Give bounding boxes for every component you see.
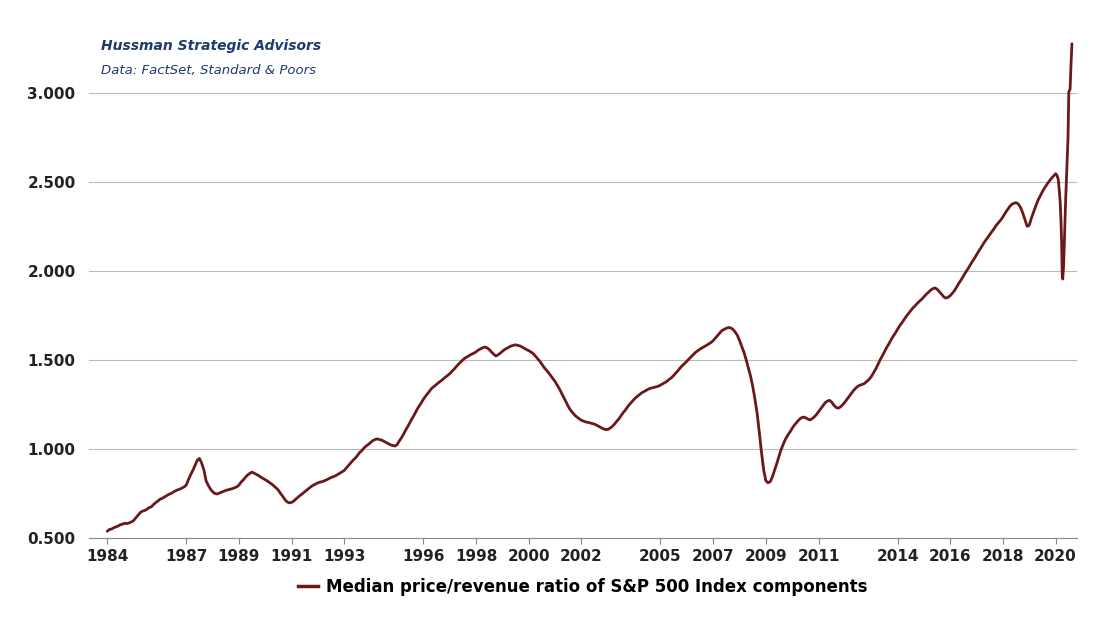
Text: Hussman Strategic Advisors: Hussman Strategic Advisors xyxy=(101,39,321,53)
Legend: Median price/revenue ratio of S&P 500 Index components: Median price/revenue ratio of S&P 500 In… xyxy=(291,571,875,602)
Text: Data: FactSet, Standard & Poors: Data: FactSet, Standard & Poors xyxy=(101,64,315,77)
